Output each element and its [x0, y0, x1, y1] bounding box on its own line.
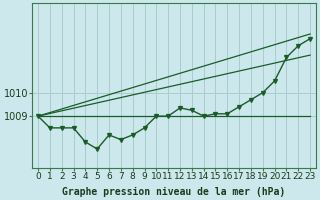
X-axis label: Graphe pression niveau de la mer (hPa): Graphe pression niveau de la mer (hPa) — [62, 186, 286, 197]
